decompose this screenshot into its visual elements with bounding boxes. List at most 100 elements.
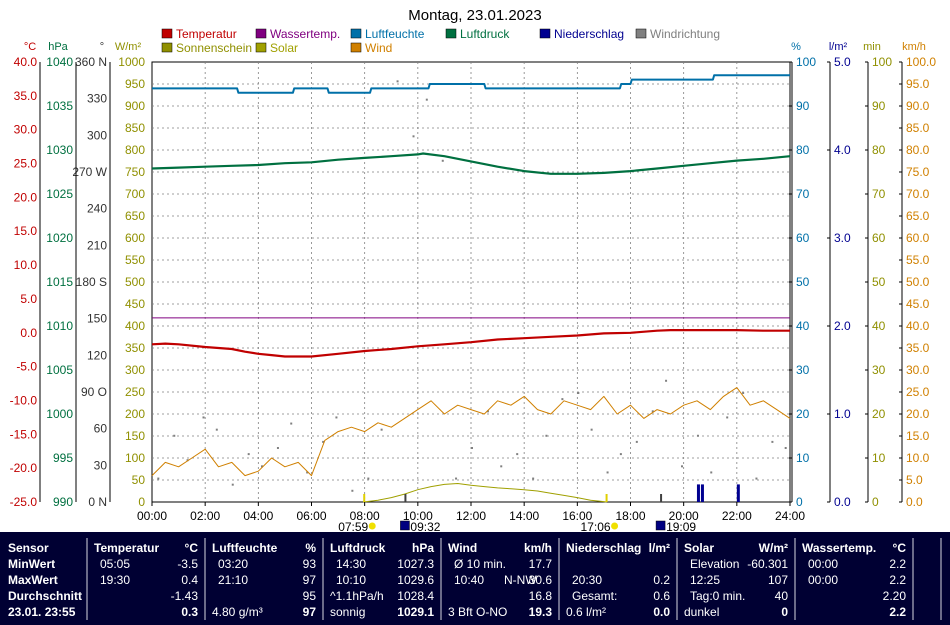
pressure-forecast: sonnig xyxy=(330,605,366,619)
hpa-tick: 1015 xyxy=(46,275,73,289)
water-min-time: 00:00 xyxy=(808,557,839,571)
panel-col-empty xyxy=(914,538,942,620)
wind-tick: 5.0 xyxy=(906,473,923,487)
chart-title: Montag, 23.01.2023 xyxy=(408,7,541,24)
min-tick: 0 xyxy=(872,495,879,509)
temp-tick: 40.0 xyxy=(14,55,38,69)
solar-tick: 100 xyxy=(125,451,145,465)
x-tick-label: 10:00 xyxy=(403,509,433,523)
wind-direction-point xyxy=(231,483,234,486)
pressure-unit: hPa xyxy=(411,541,434,555)
humidity-current-value: 97 xyxy=(302,605,316,619)
chart-series xyxy=(151,74,791,503)
hpa-tick: 1035 xyxy=(46,99,73,113)
legend-label-temperatur: Temperatur xyxy=(176,27,237,41)
rain-total-value: 0.6 xyxy=(653,589,670,603)
legend-label-wassertemp: Wassertemp. xyxy=(270,27,340,41)
wind-direction-point xyxy=(425,98,428,101)
legend-label-luftdruck: Luftdruck xyxy=(460,27,510,41)
humidity-tick: 100 xyxy=(796,55,816,69)
wind-direction-point xyxy=(396,80,399,83)
wind-direction-point xyxy=(635,440,638,443)
chart-legend: Temperatur Wassertemp. Luftfeuchte Luftdruc… xyxy=(161,27,720,55)
deg-tick: 300 xyxy=(87,128,107,142)
legend-label-luftfeuchte: Luftfeuchte xyxy=(365,27,425,41)
sun-moon-markers: 07:59 09:32 17:06 19:09 xyxy=(338,494,696,532)
wind-direction-point xyxy=(335,416,338,419)
rain-header: Niederschlag xyxy=(566,541,642,555)
series-line-temperatur xyxy=(151,329,790,358)
min-tick: 90 xyxy=(872,99,886,113)
wind-direction-point xyxy=(322,440,325,443)
temp-unit: °C xyxy=(184,541,198,555)
solar-tick: 750 xyxy=(125,165,145,179)
legend-label-niederschlag: Niederschlag xyxy=(554,27,624,41)
temp-min-value: -3.5 xyxy=(177,557,198,571)
wind-direction-point xyxy=(771,440,774,443)
legend-swatch-solar xyxy=(255,42,267,53)
wind-tick: 0.0 xyxy=(906,495,923,509)
solar-current-value: 0 xyxy=(781,605,788,619)
moonset-icon xyxy=(655,520,666,531)
rain-current-value: 0.0 xyxy=(653,605,670,619)
hpa-tick: 1025 xyxy=(46,187,73,201)
wind-direction-point xyxy=(742,392,745,394)
wind-tick: 100.0 xyxy=(906,55,936,69)
wind-direction-point xyxy=(247,453,250,456)
humidity-header: Luftfeuchte xyxy=(212,541,278,555)
humidity-min-value: 93 xyxy=(302,557,316,571)
solar-tick: 850 xyxy=(125,121,145,135)
wind-direction-point xyxy=(186,459,189,462)
chart-axes: 40.0 35.0 30.0 25.0 20.0 15.0 10.0 5.0 0.0 -5.0 -1… xyxy=(10,55,937,509)
x-tick-label: 18:00 xyxy=(615,509,645,523)
wind-gust-direction: N-NW xyxy=(504,573,537,587)
humidity-tick: 0 xyxy=(796,495,803,509)
rain-bar xyxy=(696,484,700,502)
panel-col-solar: Solar W/m² Elevation -60.301 12:25 107 Tag:… xyxy=(678,538,796,620)
deg-tick: 30 xyxy=(94,458,108,472)
wind-direction-point xyxy=(681,465,684,468)
wind-gust-value: 30.6 xyxy=(528,573,552,587)
sensor-min-label: MinWert xyxy=(8,557,56,571)
wind-direction-point xyxy=(516,453,519,456)
x-tick-label: 14:00 xyxy=(509,509,539,523)
temp-header: Temperatur xyxy=(94,541,160,555)
temp-tick: 10.0 xyxy=(14,258,38,272)
water-unit: °C xyxy=(892,541,906,555)
temp-max-time: 19:30 xyxy=(100,573,131,587)
wind-direction-point xyxy=(351,489,354,492)
wind-direction-point xyxy=(545,434,548,437)
pressure-max-value: 1029.6 xyxy=(397,573,434,587)
legend-label-solar: Solar xyxy=(270,41,298,55)
deg-tick: 60 xyxy=(94,422,108,436)
hpa-tick: 1020 xyxy=(46,231,73,245)
legend-swatch-wind xyxy=(350,42,362,53)
x-tick-label: 12:00 xyxy=(456,509,486,523)
solar-tick: 800 xyxy=(125,143,145,157)
humidity-tick: 70 xyxy=(796,187,810,201)
wind-tick: 20.0 xyxy=(906,407,930,421)
min-tick: 20 xyxy=(872,407,886,421)
temp-tick: 25.0 xyxy=(14,157,38,171)
humidity-unit: % xyxy=(305,541,316,555)
temp-tick: 0.0 xyxy=(20,326,37,340)
humidity-absolute: 4.80 g/m³ xyxy=(212,605,263,619)
water-avg-value: 2.20 xyxy=(882,589,906,603)
x-tick-label: 06:00 xyxy=(296,509,326,523)
x-tick-label: 24:00 xyxy=(775,509,805,523)
deg-tick: 270 W xyxy=(72,165,107,179)
legend-label-windrichtung: Windrichtung xyxy=(650,27,720,41)
panel-col-temperatur: Temperatur °C 05:05 -3.5 19:30 0.4 -1.43 0.… xyxy=(88,538,206,620)
wind-direction-point xyxy=(412,135,415,138)
temp-current-value: 0.3 xyxy=(181,605,198,619)
solar-tick: 650 xyxy=(125,209,145,223)
solar-tick: 400 xyxy=(125,319,145,333)
solar-tick: 450 xyxy=(125,297,145,311)
wind-avg-value: 17.7 xyxy=(528,557,552,571)
deg-tick: 0 N xyxy=(88,495,107,509)
axis-unit-0: °C xyxy=(24,41,36,53)
wind-tick: 35.0 xyxy=(906,341,930,355)
humidity-avg-value: 95 xyxy=(302,589,316,603)
hpa-tick: 995 xyxy=(53,451,73,465)
humidity-tick: 30 xyxy=(796,363,810,377)
